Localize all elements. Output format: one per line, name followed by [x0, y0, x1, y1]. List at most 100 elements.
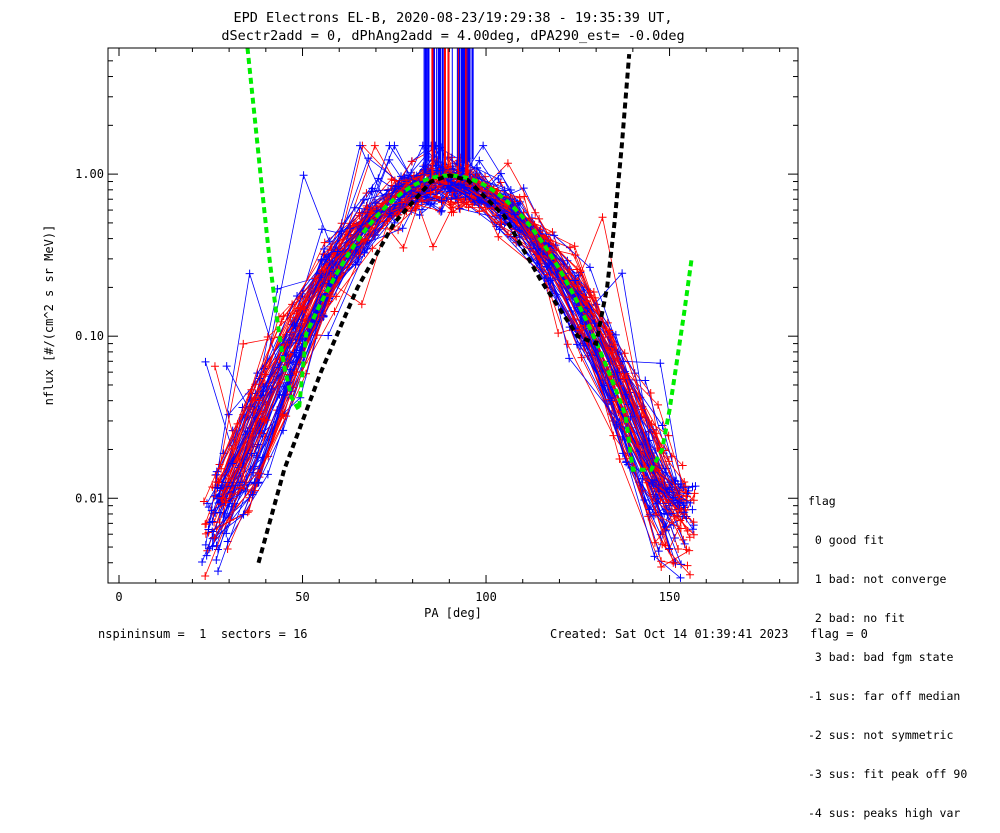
data-point	[650, 552, 659, 561]
data-point	[550, 231, 559, 240]
data-point	[417, 205, 426, 214]
data-point	[676, 524, 685, 533]
data-point	[212, 555, 221, 564]
flag-legend-item: 1 bad: not converge	[808, 572, 947, 586]
footer-created-info: Created: Sat Oct 14 01:39:41 2023 flag =…	[550, 627, 868, 641]
data-point	[571, 250, 580, 259]
flag-legend-title: flag	[808, 494, 836, 508]
data-point	[208, 534, 217, 543]
data-point	[324, 331, 333, 340]
x-tick-label: 0	[115, 590, 122, 604]
data-point	[286, 365, 295, 374]
data-point	[201, 520, 210, 529]
data-point	[686, 570, 695, 579]
data-point	[658, 421, 667, 430]
data-point	[299, 171, 308, 180]
data-point	[657, 557, 666, 566]
data-point	[449, 208, 458, 217]
chart-title-line2: dSectr2add = 0, dPhAng2add = 4.00deg, dP…	[221, 28, 684, 44]
data-point	[290, 321, 299, 330]
data-point	[689, 496, 698, 505]
data-point	[665, 544, 674, 553]
data-point	[554, 329, 563, 338]
data-point	[589, 287, 598, 296]
data-point	[618, 269, 627, 278]
data-point	[651, 510, 660, 519]
data-point	[415, 211, 424, 220]
data-point	[455, 204, 464, 213]
data-point	[217, 464, 226, 473]
data-point	[311, 274, 320, 283]
data-point	[263, 333, 272, 342]
data-point	[540, 234, 549, 243]
data-point	[654, 547, 663, 556]
data-point	[605, 326, 614, 335]
data-point	[449, 165, 458, 174]
data-point	[515, 193, 524, 202]
x-tick-label: 150	[659, 590, 681, 604]
data-point	[408, 157, 417, 166]
data-point	[445, 187, 454, 196]
x-tick-label: 100	[475, 590, 497, 604]
data-point	[357, 300, 366, 309]
data-point	[590, 319, 599, 328]
data-point	[677, 560, 686, 569]
data-point	[298, 289, 307, 298]
data-point	[355, 209, 364, 218]
data-point	[356, 224, 365, 233]
data-point	[520, 192, 529, 201]
data-point	[674, 544, 683, 553]
data-point	[683, 489, 692, 498]
data-point	[254, 468, 263, 477]
data-point	[563, 256, 572, 265]
data-point	[611, 330, 620, 339]
data-point	[350, 203, 359, 212]
footer-spin-info: nspininsum = 1 sectors = 16	[98, 627, 308, 641]
data-point	[582, 297, 591, 306]
data-point	[228, 459, 237, 468]
data-point	[454, 195, 463, 204]
data-point	[571, 276, 580, 285]
data-point	[542, 262, 551, 271]
flag-legend-item: 3 bad: bad fgm state	[808, 650, 954, 664]
data-point	[658, 540, 667, 549]
data-point	[390, 176, 399, 185]
data-point	[429, 242, 438, 251]
data-point	[361, 235, 370, 244]
data-point	[609, 431, 618, 440]
y-axis-label: nflux [#/(cm^2 s sr MeV)]	[42, 225, 56, 406]
data-point	[330, 307, 339, 316]
data-point	[503, 159, 512, 168]
data-point	[444, 181, 453, 190]
flag-legend-item: -4 sus: peaks high var	[808, 806, 961, 820]
data-point	[437, 197, 446, 206]
data-point	[497, 217, 506, 226]
data-point	[222, 529, 231, 538]
data-point	[531, 208, 540, 217]
data-point	[218, 494, 227, 503]
data-point	[640, 496, 649, 505]
data-point	[585, 263, 594, 272]
data-point	[565, 354, 574, 363]
data-point	[573, 340, 582, 349]
data-point	[399, 243, 408, 252]
data-point	[368, 184, 377, 193]
data-point	[673, 496, 682, 505]
data-point	[363, 203, 372, 212]
x-tick-label: 50	[295, 590, 309, 604]
pitch-angle-chart: EPD Electrons EL-B, 2020-08-23/19:29:38 …	[42, 10, 799, 620]
data-point	[682, 545, 691, 554]
data-point	[260, 415, 269, 424]
data-point	[681, 482, 690, 491]
data-point	[648, 478, 657, 487]
data-point	[226, 490, 235, 499]
data-point	[650, 538, 659, 547]
data-point	[656, 359, 665, 368]
data-point	[544, 277, 553, 286]
flag-legend-item: 2 bad: no fit	[808, 611, 905, 625]
data-point	[475, 156, 484, 165]
data-point	[222, 362, 231, 371]
data-point	[320, 245, 329, 254]
data-point	[461, 192, 470, 201]
data-point	[683, 561, 692, 570]
